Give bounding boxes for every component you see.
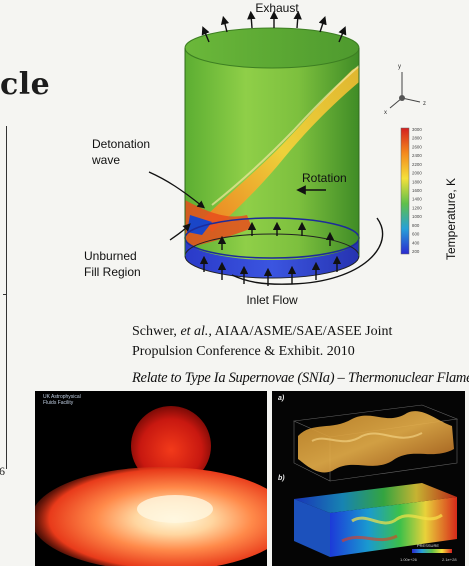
temperature-tick-label: 200: [412, 249, 420, 254]
axis-x-label: x: [384, 110, 387, 116]
logo-line2: Fluids Facility: [43, 399, 74, 406]
temperature-tick-label: 2800: [412, 136, 422, 141]
plot-tick-label: 6: [0, 464, 5, 478]
supernova-simulation-image: UK Astrophysical Fluids Facility: [35, 391, 267, 566]
temperature-tick-label: 1200: [412, 205, 422, 210]
citation: Schwer, et al., AIAA/ASME/SAE/ASEE Joint…: [132, 322, 462, 362]
pressure-max-label: 2.1e+28: [442, 557, 457, 562]
temperature-tick-label: 1000: [412, 214, 422, 219]
pressure-colorbar: [412, 549, 452, 553]
inlet-label: Inlet Flow: [246, 293, 298, 307]
rotating-detonation-diagram: Exhaust Detonation wave Rotation Unburne…: [62, 0, 469, 318]
citation-authors: Schwer,: [132, 324, 181, 339]
detonation-label-line2: wave: [91, 153, 120, 167]
axis-z-label: z: [423, 101, 426, 107]
exhaust-label: Exhaust: [255, 1, 299, 15]
temperature-tick-label: 1400: [412, 197, 422, 202]
temperature-tick-label: 800: [412, 223, 420, 228]
temperature-tick-label: 400: [412, 240, 420, 245]
temperature-tick-label: 2200: [412, 162, 422, 167]
unburned-label-line2: Fill Region: [84, 265, 141, 279]
ukaff-logo: UK Astrophysical Fluids Facility: [43, 394, 81, 406]
temperature-tick-label: 600: [412, 232, 420, 237]
temperature-tick-label: 3000: [412, 127, 422, 132]
panel-a-label: a): [278, 395, 285, 402]
panel-b-label: b): [278, 475, 285, 482]
citation-line2: Propulsion Conference & Exhibit. 2010: [132, 344, 355, 359]
temperature-colorbar-title: Temperature, K: [444, 178, 458, 260]
rotation-label: Rotation: [302, 171, 347, 185]
temperature-tick-label: 2000: [412, 171, 422, 176]
citation-venue: AIAA/ASME/SAE/ASEE Joint: [211, 324, 393, 339]
flame-simulation-image: 1.00e+26 2.1e+28 a) b) PRESSURE: [272, 391, 465, 566]
supernova-caption: Relate to Type Ia Supernovae (SNIa) – Th…: [132, 370, 469, 386]
temperature-tick-label: 1800: [412, 179, 422, 184]
axis-y-label: y: [398, 64, 401, 70]
detonation-label-line1: Detonation: [92, 137, 150, 151]
temperature-tick-label: 2400: [412, 153, 422, 158]
plot-tick: [3, 294, 7, 295]
pressure-min-label: 1.00e+26: [400, 557, 418, 562]
temperature-tick-label: 2600: [412, 144, 422, 149]
unburned-label-line1: Unburned: [84, 249, 137, 263]
temperature-tick-label: 1600: [412, 188, 422, 193]
temperature-colorbar: [400, 127, 410, 255]
slide-title-fragment: cle: [0, 67, 51, 102]
pressure-colorbar-title: PRESSURE: [417, 543, 440, 548]
logo-line1: UK Astrophysical: [43, 394, 81, 400]
citation-etal: et al.,: [180, 324, 212, 339]
cropped-plot-edge: [0, 126, 7, 469]
